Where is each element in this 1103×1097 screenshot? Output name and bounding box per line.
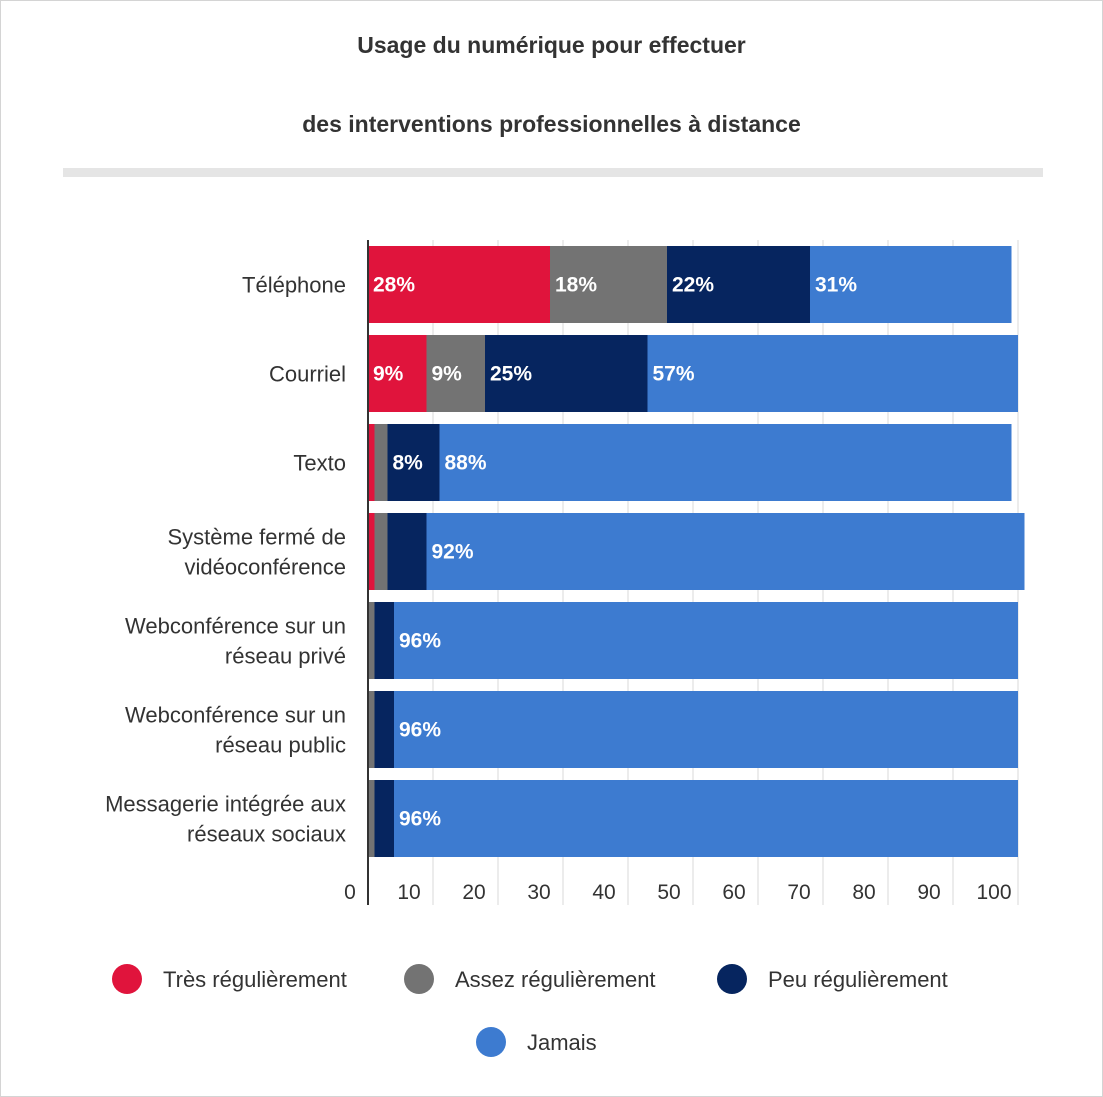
data-label: 25% (490, 363, 532, 386)
bar-segment (394, 602, 1018, 679)
bar-segment (667, 246, 810, 323)
bar-segment (485, 335, 648, 412)
bar-segment (374, 780, 394, 857)
data-labels: 28% 18% 22% 31% 9% 9% 25% 57% 8% 88% 92% 96% 96% 96% (373, 274, 857, 831)
x-tick-label: 30 (527, 881, 550, 904)
chart-title-line-1: Usage du numérique pour effectuer (357, 32, 746, 58)
category-label: Courriel (269, 362, 346, 387)
x-tick-label: 50 (657, 881, 680, 904)
bar-segment (647, 335, 1018, 412)
bar-segment (374, 691, 394, 768)
category-label: Webconférence sur un (125, 614, 346, 639)
x-tick-label: 0 (344, 881, 356, 904)
bar-segment (426, 513, 1025, 590)
bar-segment (810, 246, 1012, 323)
legend-label: Assez régulièrement (455, 967, 656, 992)
x-tick-label: 20 (462, 881, 485, 904)
legend-swatch (404, 964, 434, 994)
category-label: réseau privé (225, 644, 346, 669)
bar-segment (368, 691, 375, 768)
data-label: 92% (432, 541, 474, 564)
x-tick-label: 90 (917, 881, 940, 904)
data-label: 8% (393, 452, 424, 475)
x-tick-label: 60 (722, 881, 745, 904)
data-label: 57% (653, 363, 695, 386)
category-label: Texto (293, 451, 346, 476)
bar-segment (368, 602, 375, 679)
bar-segment (374, 513, 388, 590)
bar-segment (368, 780, 375, 857)
data-label: 18% (555, 274, 597, 297)
bar-segment (439, 424, 1012, 501)
bar-segment (394, 691, 1018, 768)
bar-segment (426, 335, 485, 412)
category-labels: Téléphone Courriel Texto Système fermé de vi… (105, 273, 346, 847)
category-label: Messagerie intégrée aux (105, 792, 346, 817)
x-tick-label: 80 (852, 881, 875, 904)
bar-segment (394, 780, 1018, 857)
category-label: réseaux sociaux (187, 822, 346, 847)
legend-swatch (112, 964, 142, 994)
bar-segment (374, 424, 388, 501)
bar-segment (374, 602, 394, 679)
bar-segment (387, 513, 427, 590)
x-tick-label: 100 (976, 881, 1011, 904)
legend: Très régulièrement Assez régulièrement Peu… (112, 964, 948, 1057)
title-divider (63, 168, 1043, 177)
legend-swatch (717, 964, 747, 994)
x-tick-label: 10 (397, 881, 420, 904)
category-label: réseau public (215, 733, 346, 758)
data-label: 96% (399, 719, 441, 742)
category-label: Système fermé de (167, 525, 346, 550)
bar-segment (368, 424, 375, 501)
data-label: 22% (672, 274, 714, 297)
data-label: 9% (373, 363, 404, 386)
category-label: Webconférence sur un (125, 703, 346, 728)
data-label: 96% (399, 808, 441, 831)
bar-segment (387, 424, 440, 501)
bar-segment (550, 246, 667, 323)
chart-title-line-2: des interventions professionnelles à dis… (302, 111, 801, 137)
data-label: 96% (399, 630, 441, 653)
data-label: 31% (815, 274, 857, 297)
data-label: 88% (445, 452, 487, 475)
x-tick-label: 70 (787, 881, 810, 904)
bar-segment (368, 335, 427, 412)
category-label: Téléphone (242, 273, 346, 298)
bars (368, 246, 1025, 857)
data-label: 28% (373, 274, 415, 297)
legend-label: Peu régulièrement (768, 967, 948, 992)
legend-swatch (476, 1027, 506, 1057)
value-axis: 0 10 20 30 40 50 60 70 80 90 100 (344, 240, 1012, 905)
bar-segment (368, 513, 375, 590)
legend-label: Très régulièrement (163, 967, 347, 992)
data-label: 9% (432, 363, 463, 386)
x-tick-label: 40 (592, 881, 615, 904)
bar-segment (368, 246, 550, 323)
legend-label: Jamais (527, 1030, 597, 1055)
category-label: vidéoconférence (185, 555, 346, 580)
